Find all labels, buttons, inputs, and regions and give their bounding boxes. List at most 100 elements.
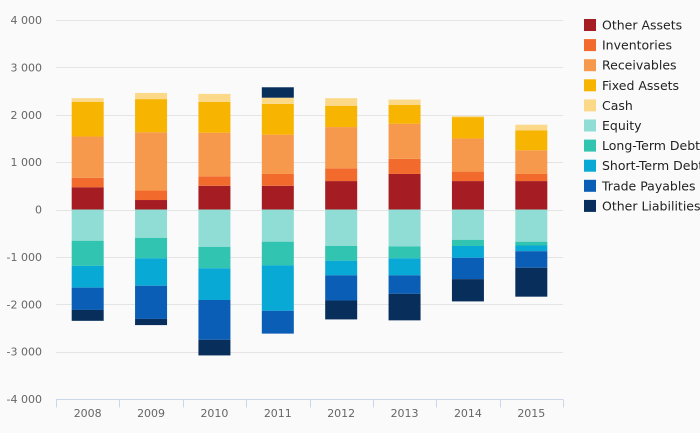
bar-segment[interactable] xyxy=(71,209,104,241)
legend-label: Trade Payables xyxy=(601,178,696,193)
legend-item[interactable]: Other Assets xyxy=(584,18,682,33)
bar-segment[interactable] xyxy=(198,209,231,247)
bar-segment[interactable] xyxy=(135,318,168,326)
bar-segment[interactable] xyxy=(71,265,104,288)
legend-item[interactable]: Short-Term Debt xyxy=(584,158,700,173)
bar-segment[interactable] xyxy=(261,97,294,104)
bar-segment[interactable] xyxy=(325,275,358,301)
bar-segment[interactable] xyxy=(388,104,421,124)
bar-segment[interactable] xyxy=(198,299,231,340)
bar-segment[interactable] xyxy=(451,117,484,139)
bar-segment[interactable] xyxy=(451,171,484,182)
bar-segment[interactable] xyxy=(198,268,231,300)
bar-segment[interactable] xyxy=(515,150,548,174)
bar-segment[interactable] xyxy=(515,267,548,297)
bar-segment[interactable] xyxy=(71,287,104,310)
bar-segment[interactable] xyxy=(515,124,548,131)
legend-swatch xyxy=(584,99,596,112)
bar-segment[interactable] xyxy=(198,93,231,102)
legend-item[interactable]: Other Liabilities xyxy=(584,198,700,213)
x-tick-label: 2008 xyxy=(74,407,102,420)
y-tick-label: -2 000 xyxy=(7,298,42,311)
bar-segment[interactable] xyxy=(261,185,294,210)
bar-segment[interactable] xyxy=(515,245,548,252)
bar-segment[interactable] xyxy=(451,138,484,172)
bar-segment[interactable] xyxy=(388,293,421,321)
bar-segment[interactable] xyxy=(71,98,104,102)
bar-segment[interactable] xyxy=(71,240,104,266)
bar-segment[interactable] xyxy=(451,239,484,246)
legend-item[interactable]: Fixed Assets xyxy=(584,78,679,93)
bar-segment[interactable] xyxy=(388,258,421,276)
bar-segment[interactable] xyxy=(515,173,548,182)
bar-segment[interactable] xyxy=(198,246,231,269)
bar-segment[interactable] xyxy=(515,130,548,151)
bar-segment[interactable] xyxy=(451,209,484,240)
bar-segment[interactable] xyxy=(261,173,294,186)
bar-segment[interactable] xyxy=(261,265,294,311)
x-tick-label: 2010 xyxy=(200,407,228,420)
bar-segment[interactable] xyxy=(198,176,231,186)
bar-segment[interactable] xyxy=(135,99,168,133)
legend-item[interactable]: Inventories xyxy=(584,38,672,53)
bar-segment[interactable] xyxy=(388,123,421,159)
bar-segment[interactable] xyxy=(198,339,231,356)
bar-segment[interactable] xyxy=(135,200,168,210)
bar-segment[interactable] xyxy=(261,310,294,334)
bar-segment[interactable] xyxy=(325,300,358,320)
bar-segment[interactable] xyxy=(135,209,168,238)
bar-segment[interactable] xyxy=(71,187,104,210)
bar-segment[interactable] xyxy=(515,209,548,242)
bar-segment[interactable] xyxy=(388,99,421,105)
legend-item[interactable]: Receivables xyxy=(584,58,677,73)
bar-segment[interactable] xyxy=(451,181,484,210)
bar-segment[interactable] xyxy=(388,275,421,294)
bar-segment[interactable] xyxy=(325,127,358,169)
bar-segment[interactable] xyxy=(451,279,484,302)
legend-swatch xyxy=(584,39,596,52)
bar-segment[interactable] xyxy=(261,209,294,242)
gridlines xyxy=(56,20,563,353)
bar-segment[interactable] xyxy=(325,168,358,182)
bar-segment[interactable] xyxy=(135,285,168,319)
y-tick-label: 4 000 xyxy=(11,14,43,27)
bar-segment[interactable] xyxy=(198,132,231,177)
bar-segment[interactable] xyxy=(71,309,104,321)
legend-item[interactable]: Trade Payables xyxy=(584,178,696,193)
bar-segment[interactable] xyxy=(515,181,548,210)
bar-segment[interactable] xyxy=(325,245,358,261)
bar-segment[interactable] xyxy=(71,136,104,178)
bar-segment[interactable] xyxy=(515,241,548,246)
bar-segment[interactable] xyxy=(388,158,421,174)
bar-segment[interactable] xyxy=(198,185,231,210)
bar-segment[interactable] xyxy=(135,92,168,100)
legend-item[interactable]: Long-Term Debt xyxy=(584,138,700,153)
bar-segment[interactable] xyxy=(71,101,104,137)
bar-segment[interactable] xyxy=(325,98,358,106)
bar-segment[interactable] xyxy=(135,237,168,259)
bar-segment[interactable] xyxy=(261,87,294,98)
legend: Other Assets Inventories Receivables Fixed … xyxy=(584,18,700,213)
bar-segment[interactable] xyxy=(71,177,104,188)
bar-segment[interactable] xyxy=(325,105,358,128)
bar-segment[interactable] xyxy=(388,209,421,247)
bar-segment[interactable] xyxy=(198,101,231,133)
bar-segment[interactable] xyxy=(388,173,421,210)
bar-segment[interactable] xyxy=(388,246,421,259)
bar-segment[interactable] xyxy=(451,116,484,118)
bar-segment[interactable] xyxy=(325,209,358,246)
bar-segment[interactable] xyxy=(135,258,168,286)
legend-item[interactable]: Equity xyxy=(584,118,642,133)
bar-segment[interactable] xyxy=(135,190,168,201)
bar-segment[interactable] xyxy=(451,245,484,258)
legend-item[interactable]: Cash xyxy=(584,98,633,113)
legend-swatch xyxy=(584,119,596,132)
bar-segment[interactable] xyxy=(261,103,294,135)
bar-segment[interactable] xyxy=(325,181,358,210)
bar-segment[interactable] xyxy=(135,132,168,191)
bar-segment[interactable] xyxy=(325,260,358,276)
bar-segment[interactable] xyxy=(451,257,484,280)
bar-segment[interactable] xyxy=(261,134,294,174)
bar-segment[interactable] xyxy=(261,241,294,266)
bar-segment[interactable] xyxy=(515,251,548,268)
